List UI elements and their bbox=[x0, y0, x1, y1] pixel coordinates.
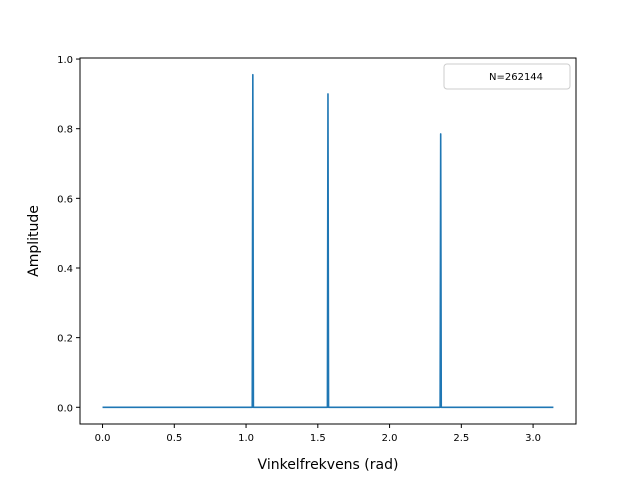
legend-label: N=262144 bbox=[489, 72, 543, 83]
legend: N=262144 bbox=[443, 63, 571, 90]
x-axis-label: Vinkelfrekvens (rad) bbox=[258, 457, 399, 473]
y-tick-label: 1.0 bbox=[57, 55, 73, 66]
plot-frame bbox=[79, 57, 577, 425]
x-tick-label: 0.5 bbox=[166, 433, 182, 444]
legend-box bbox=[443, 63, 571, 90]
series-layer bbox=[102, 73, 554, 409]
y-tick-label: 0.8 bbox=[57, 125, 73, 136]
y-tick-label: 0.0 bbox=[57, 403, 73, 414]
y-axis-ticks: 0.0 0.2 0.4 0.6 0.8 1.0 bbox=[57, 55, 80, 414]
x-tick-label: 0.0 bbox=[95, 433, 111, 444]
y-tick-label: 0.6 bbox=[57, 194, 73, 205]
x-tick-label: 2.0 bbox=[382, 433, 398, 444]
plot-area: 0.0 0.5 1.0 1.5 2.0 2.5 3.0 0.0 0.2 0.4 0.6 0.8 1.0 bbox=[57, 55, 577, 444]
y-tick-label: 0.4 bbox=[57, 264, 73, 275]
x-axis-ticks: 0.0 0.5 1.0 1.5 2.0 2.5 3.0 bbox=[95, 424, 541, 444]
series-line bbox=[102, 73, 554, 409]
x-tick-label: 2.5 bbox=[453, 433, 469, 444]
x-tick-label: 1.0 bbox=[238, 433, 254, 444]
y-tick-label: 0.2 bbox=[57, 334, 73, 345]
x-tick-label: 3.0 bbox=[525, 433, 541, 444]
y-axis-label: Amplitude bbox=[26, 205, 42, 277]
x-tick-label: 1.5 bbox=[310, 433, 326, 444]
